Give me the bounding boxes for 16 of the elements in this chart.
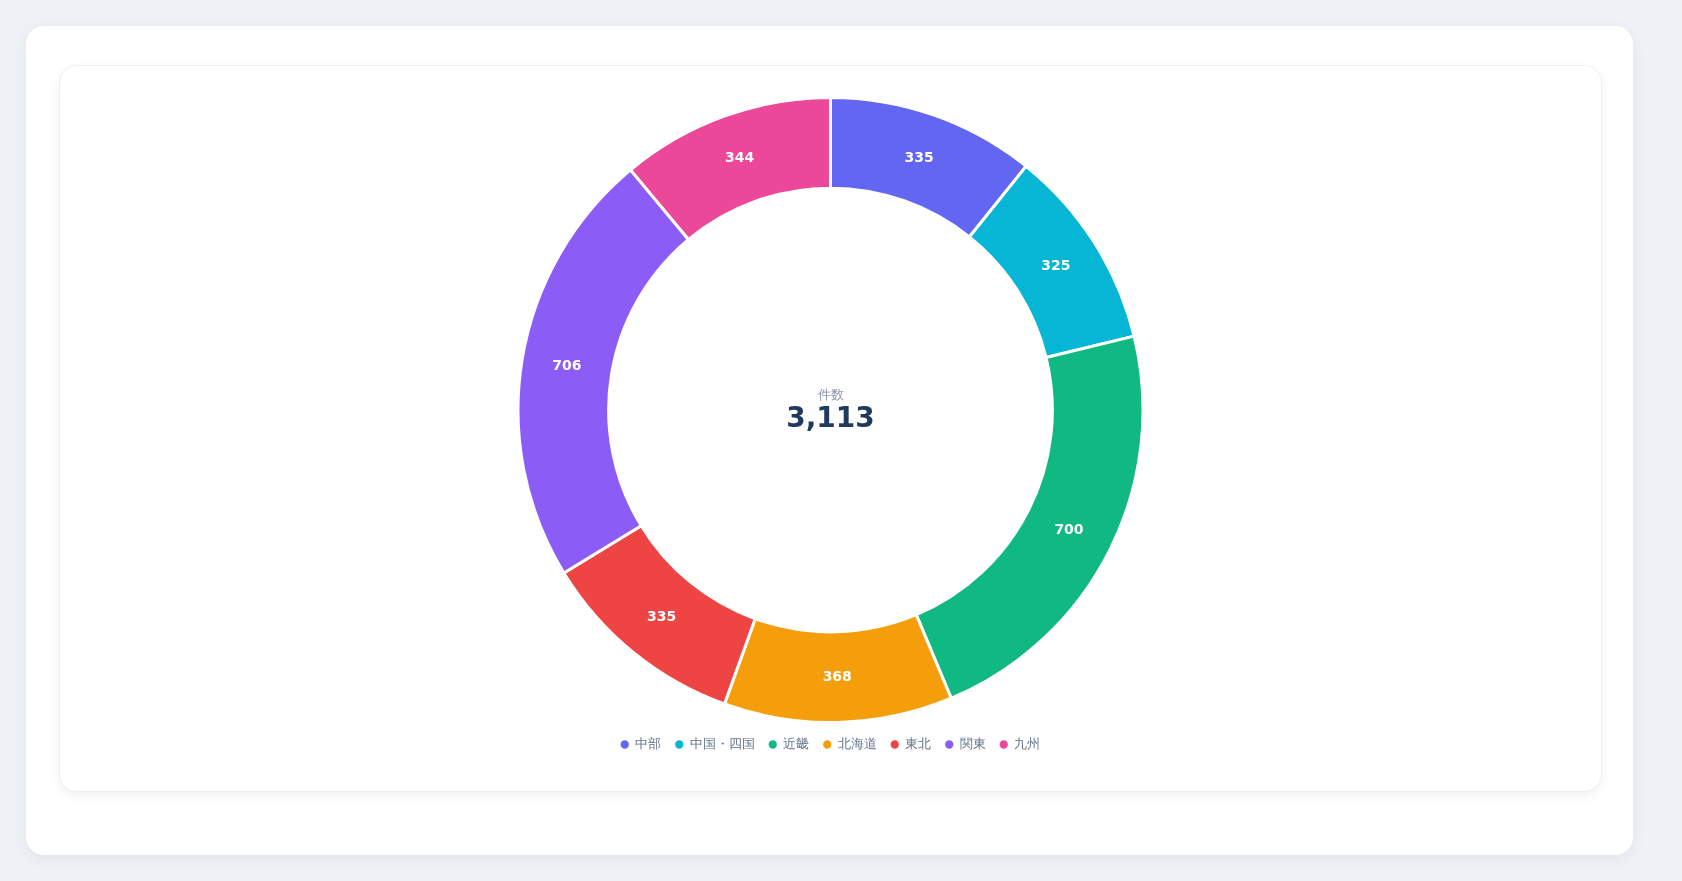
data-label: 700 — [1054, 521, 1084, 538]
data-label: 325 — [1041, 257, 1071, 274]
text: 3,113 — [786, 401, 875, 435]
legend-label: 中部 — [635, 735, 662, 751]
data-label: 344 — [724, 149, 755, 166]
legend-label: 九州 — [1014, 735, 1041, 751]
legend-label: 東北 — [905, 735, 932, 751]
data-label: 335 — [904, 148, 934, 165]
text: 件数 — [817, 387, 844, 403]
data-label: 368 — [822, 667, 852, 684]
legend-label: 近畿 — [783, 735, 810, 751]
data-label: 335 — [647, 607, 677, 624]
legend-label: 北海道 — [837, 735, 877, 751]
data-label: 706 — [552, 357, 582, 374]
legend-label: 関東 — [959, 735, 986, 751]
legend-label: 中国・四国 — [689, 735, 755, 751]
